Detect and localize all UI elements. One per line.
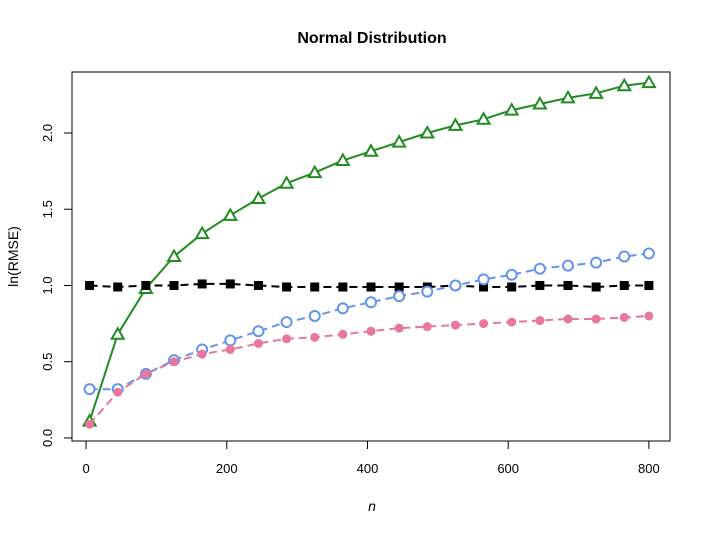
- data-point: [560, 89, 576, 104]
- data-point: [533, 262, 546, 275]
- x-tick-label: 200: [216, 461, 238, 476]
- data-point: [197, 279, 207, 289]
- data-point: [113, 282, 123, 292]
- data-point: [363, 143, 379, 157]
- series-line: [89, 282, 649, 289]
- axes: 0 200 400 600 800 0.0 0.5 1.0 1.5 2.0: [40, 124, 660, 476]
- data-point: [338, 329, 348, 339]
- series-layer: [81, 74, 657, 429]
- data-point: [479, 282, 489, 292]
- data-point: [421, 285, 434, 298]
- data-point: [475, 111, 492, 125]
- data-point: [618, 250, 631, 263]
- data-point: [308, 309, 321, 322]
- data-point: [641, 74, 657, 89]
- data-point: [391, 134, 407, 148]
- y-tick-label: 0.5: [40, 353, 55, 371]
- data-point: [535, 280, 545, 290]
- data-point: [503, 102, 520, 116]
- data-point: [310, 332, 320, 342]
- data-point: [366, 282, 376, 292]
- data-point: [194, 225, 210, 240]
- data-point: [561, 259, 574, 272]
- data-point: [590, 256, 603, 269]
- data-point: [278, 175, 295, 189]
- y-tick-label: 0.0: [40, 429, 55, 447]
- data-point: [366, 326, 376, 336]
- y-tick-label: 2.0: [40, 124, 55, 142]
- data-point: [169, 280, 179, 290]
- data-point: [83, 383, 96, 396]
- x-tick-label: 600: [497, 461, 519, 476]
- data-point: [642, 247, 655, 260]
- data-point: [393, 290, 406, 303]
- data-point: [113, 387, 123, 397]
- data-point: [222, 207, 239, 221]
- data-point: [282, 282, 292, 292]
- data-point: [447, 117, 464, 131]
- data-point: [310, 282, 320, 292]
- data-point: [250, 190, 267, 205]
- series-0: [81, 74, 657, 427]
- data-point: [532, 96, 548, 110]
- y-tick-label: 1.5: [40, 200, 55, 218]
- plot-frame: [71, 71, 671, 442]
- data-point: [85, 280, 95, 290]
- data-point: [225, 279, 235, 289]
- series-line: [89, 252, 650, 391]
- data-point: [450, 320, 460, 330]
- data-point: [479, 319, 489, 329]
- series-3: [85, 311, 654, 429]
- data-point: [253, 280, 263, 290]
- data-point: [477, 273, 490, 286]
- data-point: [253, 338, 263, 348]
- y-tick-label: 1.0: [40, 276, 55, 294]
- data-point: [591, 314, 601, 324]
- x-tick-label: 0: [82, 461, 89, 476]
- data-point: [306, 164, 323, 179]
- data-point: [166, 248, 182, 262]
- data-point: [252, 325, 265, 338]
- data-point: [280, 316, 293, 329]
- data-point: [563, 280, 573, 290]
- data-point: [282, 334, 292, 344]
- data-point: [644, 311, 654, 321]
- data-point: [644, 280, 654, 290]
- data-point: [563, 314, 573, 324]
- data-point: [588, 85, 604, 99]
- data-point: [619, 280, 629, 290]
- data-point: [449, 279, 462, 292]
- data-point: [507, 317, 517, 327]
- data-point: [505, 268, 518, 281]
- data-point: [535, 316, 545, 326]
- data-point: [224, 334, 237, 347]
- chart-title: Normal Distribution: [297, 30, 446, 47]
- data-point: [335, 152, 351, 166]
- data-point: [85, 419, 95, 429]
- data-point: [394, 282, 404, 292]
- data-point: [141, 280, 151, 290]
- data-point: [591, 282, 601, 292]
- data-point: [422, 322, 432, 332]
- data-point: [365, 296, 377, 309]
- data-point: [197, 349, 207, 359]
- data-point: [419, 124, 436, 139]
- data-point: [169, 357, 179, 367]
- data-point: [507, 282, 517, 292]
- data-point: [110, 326, 126, 340]
- data-point: [619, 312, 629, 322]
- x-tick-label: 800: [638, 461, 660, 476]
- data-point: [338, 282, 348, 292]
- x-tick-label: 400: [357, 461, 379, 476]
- data-point: [394, 323, 404, 333]
- x-axis-label: n: [368, 498, 376, 514]
- series-1: [85, 279, 654, 292]
- y-axis-label: ln(RMSE): [5, 226, 21, 287]
- data-point: [141, 369, 151, 379]
- data-point: [336, 302, 349, 315]
- data-point: [225, 345, 235, 355]
- data-point: [616, 77, 632, 92]
